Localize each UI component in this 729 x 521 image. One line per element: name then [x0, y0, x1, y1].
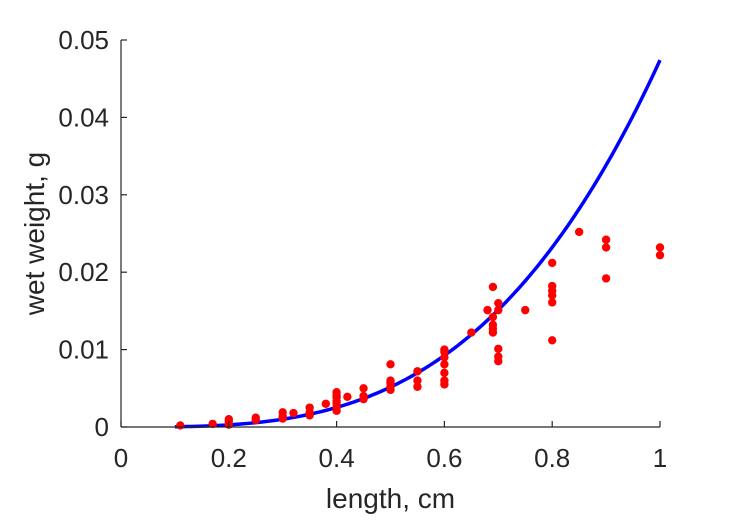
y-tick-label: 0 — [95, 412, 109, 442]
data-point — [601, 235, 611, 244]
data-point — [483, 305, 492, 315]
x-tick-label: 0.4 — [319, 443, 355, 473]
x-tick-label: 0.2 — [211, 443, 247, 473]
data-point — [278, 408, 287, 417]
data-point — [208, 419, 217, 429]
data-point — [224, 415, 233, 424]
data-point — [488, 282, 498, 292]
data-point — [251, 413, 260, 422]
data-point — [521, 305, 530, 315]
data-point — [655, 243, 665, 252]
data-point — [548, 298, 557, 307]
data-point — [548, 336, 557, 345]
data-point — [574, 227, 584, 237]
x-tick-label: 1 — [653, 443, 667, 473]
data-point — [601, 243, 611, 252]
x-tick-label: 0 — [114, 443, 128, 473]
data-point — [359, 391, 368, 401]
data-point — [332, 387, 341, 397]
data-point — [601, 274, 611, 283]
data-point — [494, 344, 503, 354]
data-point — [440, 376, 449, 385]
x-tick-label: 0.6 — [426, 443, 462, 473]
data-point — [440, 345, 449, 354]
data-point — [359, 384, 368, 393]
data-point — [289, 408, 298, 418]
y-tick-label: 0.02 — [58, 257, 109, 287]
data-point — [548, 258, 557, 268]
data-point — [488, 312, 498, 322]
data-point — [440, 360, 449, 369]
data-point — [305, 403, 314, 412]
data-point — [655, 250, 665, 260]
data-point — [386, 360, 395, 369]
y-tick-label: 0.04 — [58, 102, 109, 132]
data-point — [488, 320, 498, 330]
data-point — [548, 281, 557, 291]
x-axis-label: length, cm — [326, 483, 455, 514]
data-point — [413, 382, 422, 391]
data-point — [386, 376, 395, 385]
data-point — [343, 392, 352, 402]
data-point — [467, 328, 476, 337]
data-point — [494, 298, 503, 308]
data-point — [321, 399, 331, 408]
y-tick-label: 0.03 — [58, 180, 109, 210]
x-tick-label: 0.8 — [534, 443, 570, 473]
data-point — [494, 352, 503, 361]
data-point — [176, 421, 185, 430]
data-point — [413, 376, 422, 385]
data-point — [413, 367, 422, 376]
data-points-layer — [176, 227, 665, 430]
data-point — [440, 368, 449, 378]
data-point — [494, 305, 503, 315]
y-axis-label: wet weight, g — [19, 152, 50, 316]
axes: 0 0.2 0.4 0.6 0.8 1 0 0.01 0.02 0.03 0.04 0.05 — [58, 25, 667, 473]
y-tick-label: 0.01 — [58, 335, 109, 365]
y-tick-label: 0.05 — [58, 25, 109, 55]
